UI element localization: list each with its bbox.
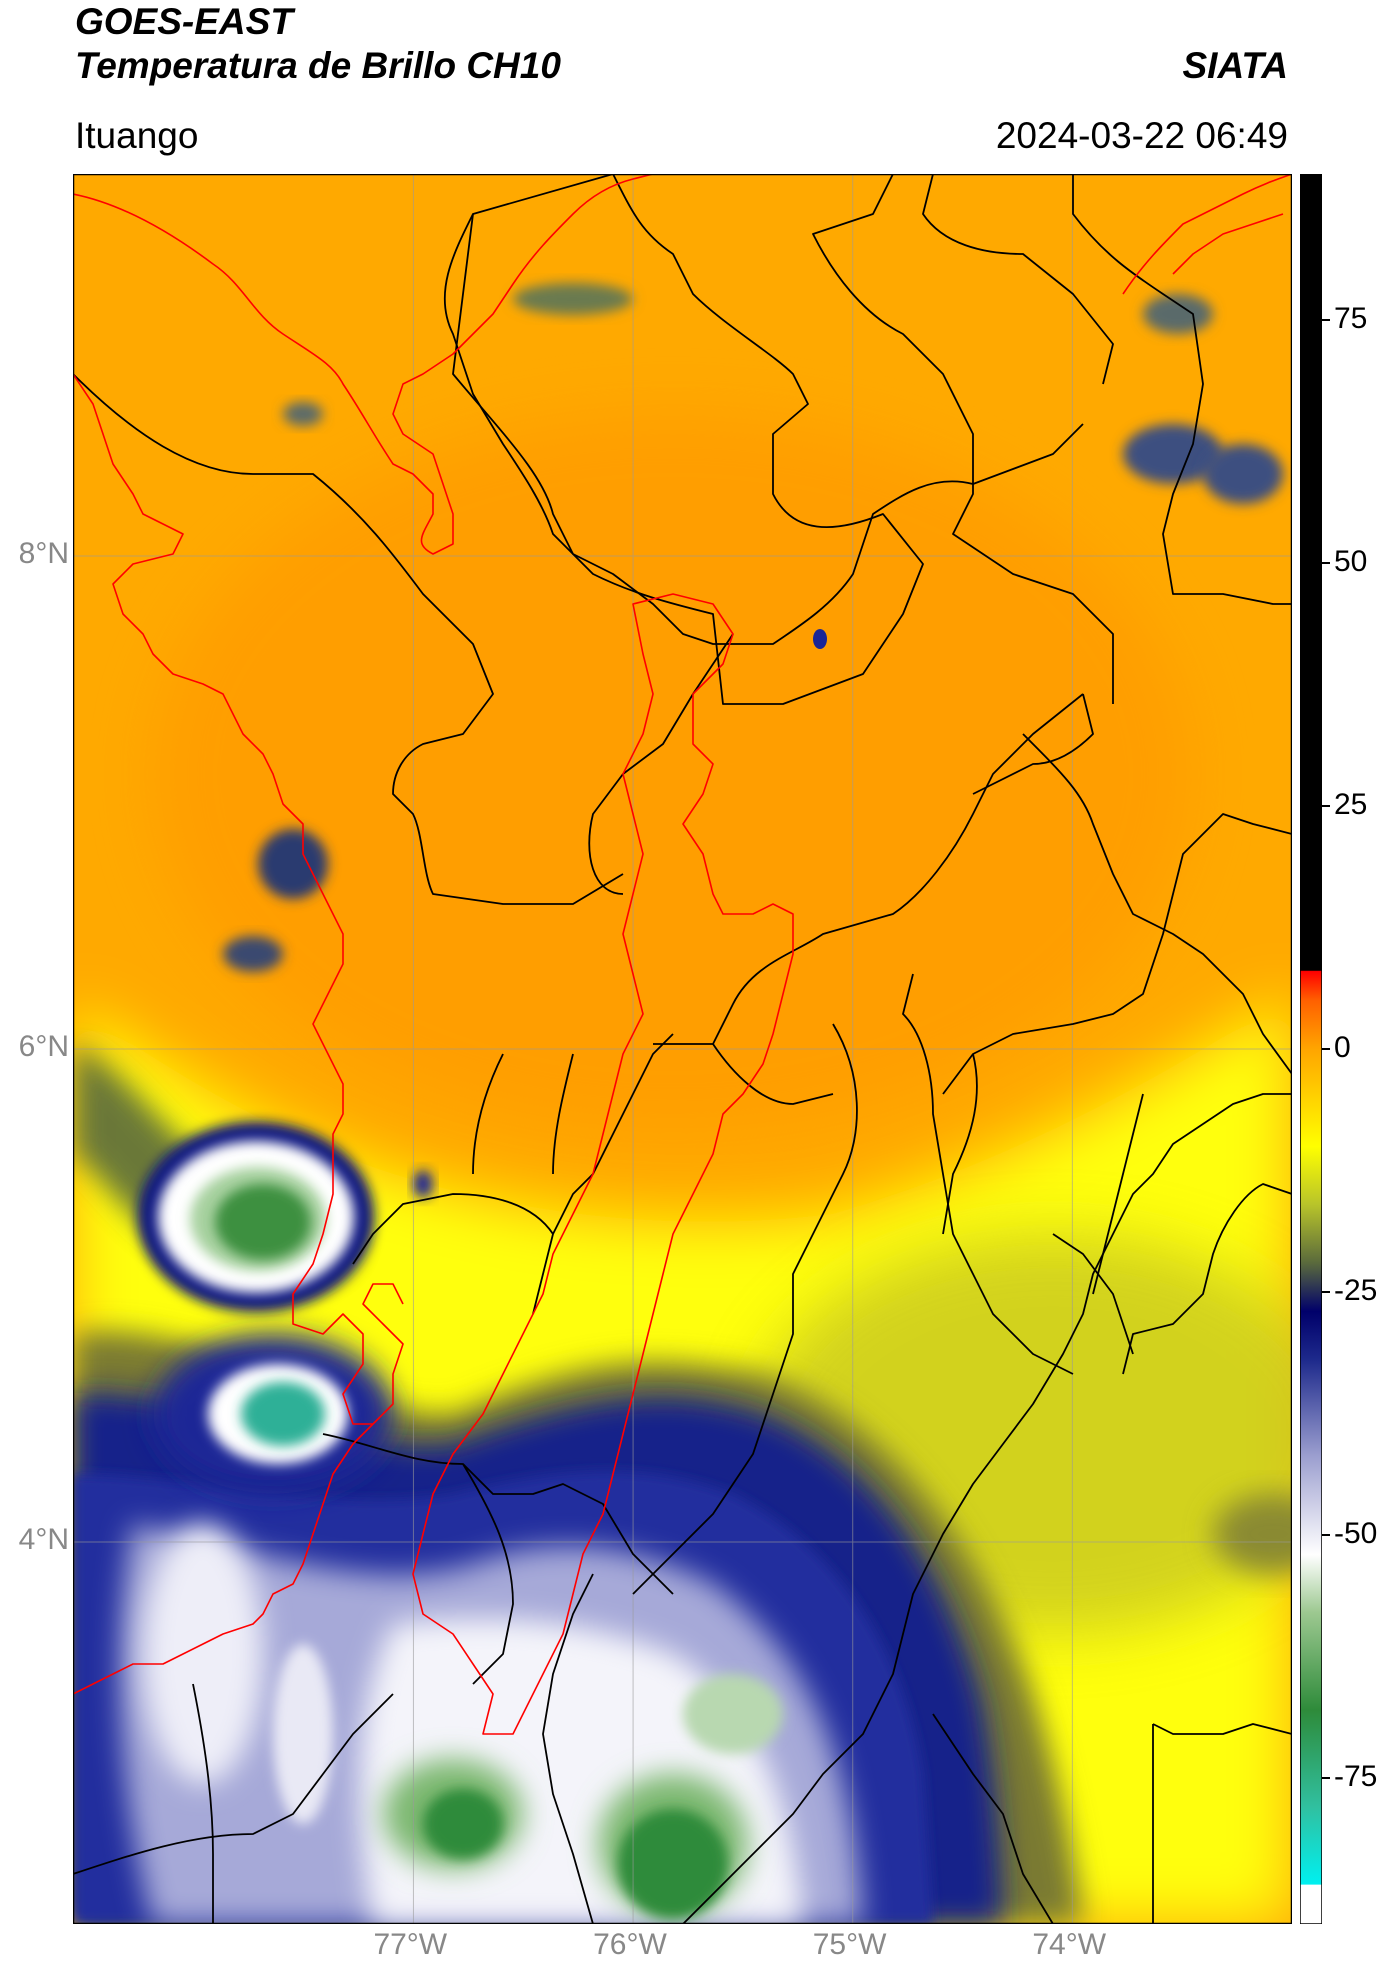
- colorbar-tick-label: -75: [1334, 1760, 1378, 1794]
- datetime-label: 2024-03-22 06:49: [995, 115, 1288, 156]
- lon-tick-label: 74°W: [1032, 1928, 1107, 1961]
- lon-tick-label: 76°W: [593, 1928, 667, 1961]
- colorbar-tick-mark: [1322, 1048, 1330, 1050]
- colorbar-tick-mark: [1322, 1777, 1330, 1780]
- org-label: SIATA: [1182, 45, 1288, 86]
- river-basin-outline: [412, 593, 794, 1735]
- colorbar-tick-label: 50: [1334, 544, 1368, 578]
- colorbar-tick-label: -50: [1334, 1517, 1378, 1551]
- colorbar-tick-mark: [1322, 1291, 1330, 1294]
- lat-tick-label: 4°N: [18, 1522, 69, 1556]
- colorbar-tick-label: 25: [1334, 787, 1368, 821]
- colorbar: [1300, 174, 1322, 1924]
- title-source: GOES-EAST: [75, 1, 293, 42]
- title-product: Temperatura de Brillo CH10: [75, 45, 561, 86]
- brightness-temperature-map: [73, 174, 1292, 1924]
- cloud-field: [73, 174, 1292, 1924]
- gridlines: [73, 174, 1292, 1924]
- colorbar-ramp: [1300, 174, 1322, 1924]
- location-label: Ituango: [75, 115, 199, 156]
- colorbar-tick-mark: [1322, 318, 1330, 321]
- map-frame: [73, 174, 1292, 1924]
- coastline: [73, 174, 1292, 1695]
- colorbar-tick-label: 0: [1334, 1031, 1351, 1064]
- lon-tick-label: 77°W: [373, 1928, 448, 1961]
- colorbar-tick-mark: [1322, 1534, 1330, 1537]
- lat-tick-label: 8°N: [18, 537, 69, 571]
- colorbar-tick-mark: [1322, 804, 1330, 807]
- lon-tick-label: 75°W: [812, 1928, 887, 1961]
- lat-tick-label: 6°N: [18, 1030, 69, 1063]
- colorbar-tick-mark: [1322, 561, 1330, 564]
- colorbar-tick-label: -25: [1334, 1274, 1378, 1308]
- colorbar-tick-label: 75: [1334, 301, 1368, 335]
